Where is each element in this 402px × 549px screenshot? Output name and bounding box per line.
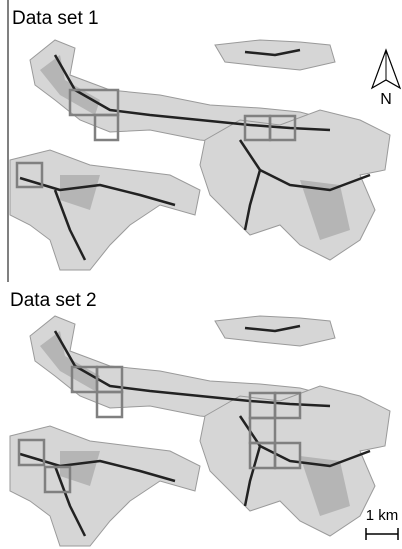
terrain-map [10, 40, 390, 270]
scale-label: 1 km [366, 507, 399, 524]
panel-label: Data set 2 [10, 290, 97, 311]
north-label: N [380, 91, 392, 108]
scale-bar: 1 km [366, 507, 399, 540]
figure: Data set 1 N Data set 2 1 km [0, 0, 402, 549]
north-arrow: N [372, 50, 400, 108]
panel-label: Data set 1 [12, 8, 99, 29]
terrain-map [10, 316, 390, 546]
